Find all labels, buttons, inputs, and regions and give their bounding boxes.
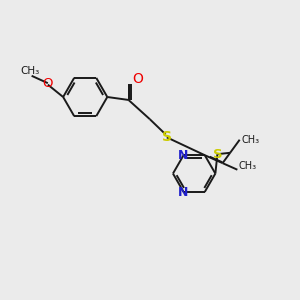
Text: S: S: [162, 130, 172, 144]
Text: N: N: [178, 186, 188, 199]
Text: CH₃: CH₃: [20, 66, 40, 76]
Text: CH₃: CH₃: [239, 161, 257, 171]
Text: CH₃: CH₃: [241, 135, 259, 145]
Text: N: N: [178, 149, 188, 162]
Text: O: O: [132, 72, 143, 86]
Text: O: O: [42, 77, 53, 90]
Text: S: S: [213, 148, 222, 161]
